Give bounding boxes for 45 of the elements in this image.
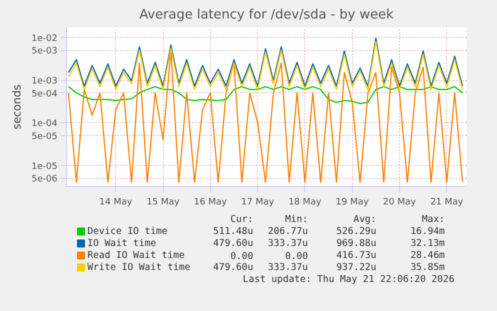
x-tick-label: 15 May: [146, 198, 180, 208]
line-series: [68, 50, 464, 183]
text: 16.94m: [410, 226, 446, 237]
text: 526.29u: [336, 226, 376, 237]
text: 416.73u: [336, 250, 376, 261]
x-tick-label: 20 May: [383, 198, 417, 208]
text: Avg:: [353, 214, 376, 225]
x-tick-label: 21 May: [430, 198, 464, 208]
y-tick-label: 5e-05: [32, 132, 58, 142]
y-tick-label: 1e-04: [32, 119, 58, 130]
y-tick-label: 1e-05: [32, 162, 58, 172]
text: Last update: Thu May 21 22:06:20 2026: [242, 274, 455, 285]
chart-title: Average latency for /dev/sda - by week: [139, 8, 394, 22]
text: 0.00: [285, 251, 308, 262]
text: 32.13m: [410, 238, 446, 249]
text: 937.22u: [336, 262, 376, 273]
y-tick-label: 5e-06: [32, 174, 58, 185]
x-tick-label: 17 May: [241, 198, 275, 208]
y-axis-title: seconds: [10, 84, 24, 130]
text: 479.60u: [213, 238, 254, 249]
x-tick-label: 14 May: [99, 198, 133, 208]
legend-label: IO Wait time: [87, 238, 156, 249]
text: Min:: [285, 214, 308, 225]
y-tick-label: 1e-03: [32, 76, 58, 87]
text: 0.00: [230, 251, 254, 262]
text: 479.60u: [213, 262, 254, 273]
y-tick-label: 5e-04: [32, 89, 58, 100]
x-tick-label: 16 May: [194, 198, 228, 208]
y-tick-label: 1e-02: [32, 34, 58, 44]
legend-label: Device IO time: [87, 226, 168, 237]
text: 511.48u: [213, 226, 254, 237]
text: 28.46m: [410, 250, 446, 261]
text: Max:: [422, 214, 445, 225]
legend-label: Read IO Wait time: [87, 250, 185, 261]
x-tick-label: 18 May: [288, 198, 322, 208]
text: Cur:: [230, 214, 254, 225]
text: 333.37u: [268, 262, 308, 273]
line-series: [68, 86, 464, 104]
text: 969.88u: [336, 238, 376, 249]
text: 333.37u: [268, 238, 308, 249]
y-tick-label: 5e-03: [32, 46, 58, 57]
text: 206.77u: [268, 226, 308, 237]
text: 35.85m: [410, 262, 446, 273]
x-tick-label: 19 May: [336, 198, 370, 208]
legend-label: Write IO Wait time: [87, 262, 191, 273]
